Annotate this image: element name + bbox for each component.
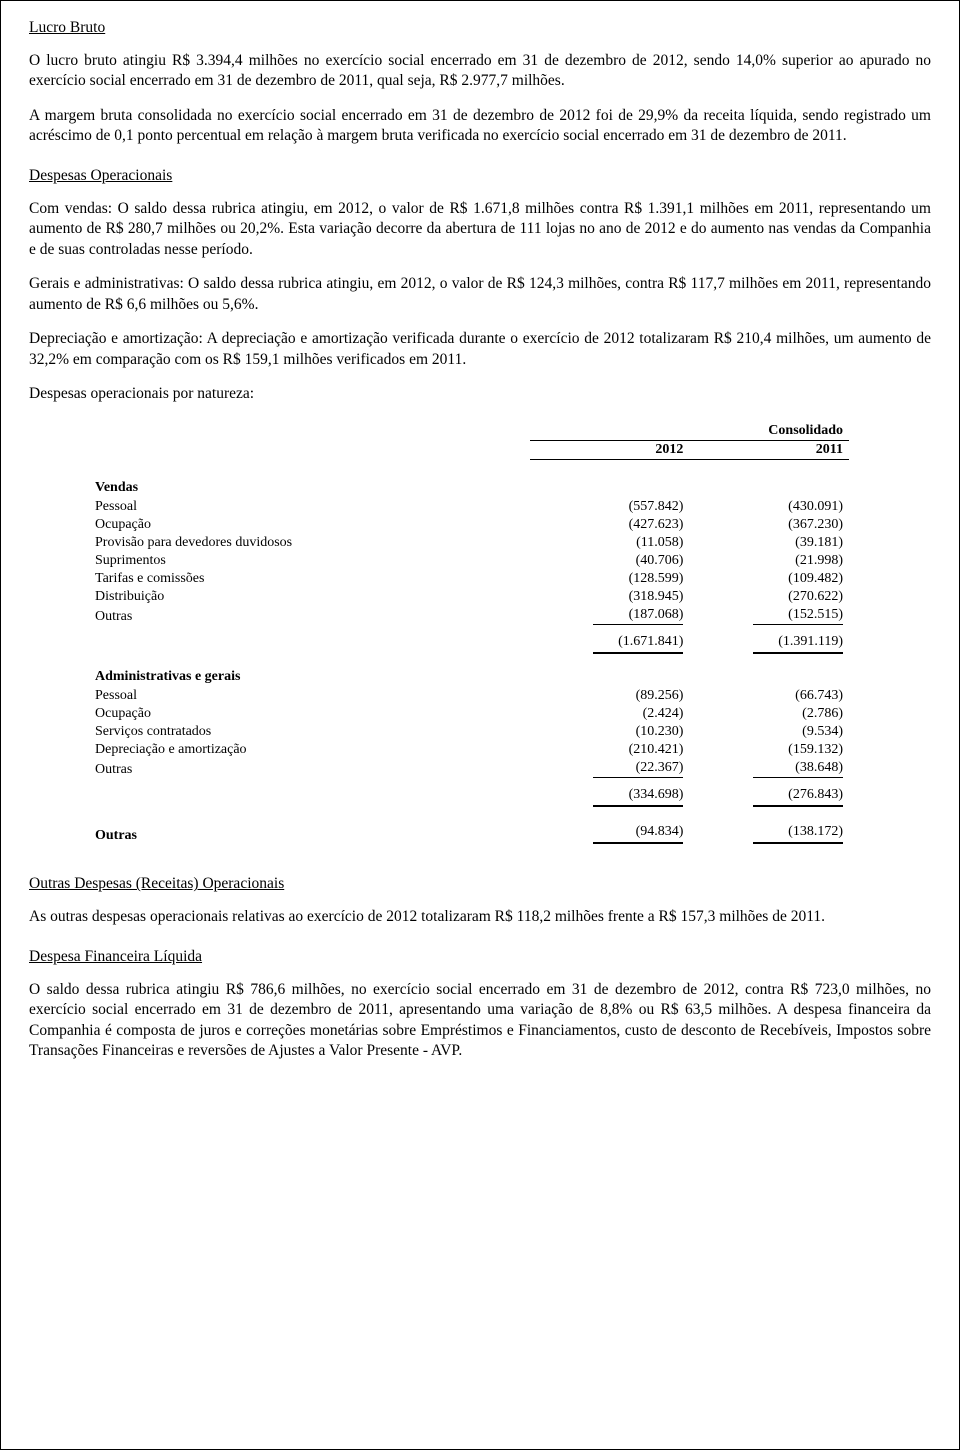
table-cell: (427.623) [530, 516, 690, 534]
table-cell: (11.058) [530, 534, 690, 552]
paragraph: Depreciação e amortização: A depreciação… [29, 329, 931, 370]
table-header-year: 2011 [689, 441, 849, 460]
paragraph: As outras despesas operacionais relativa… [29, 907, 931, 927]
paragraph: O saldo dessa rubrica atingiu R$ 786,6 m… [29, 980, 931, 1062]
table-row-label: Pessoal [89, 498, 530, 516]
table-cell: (9.534) [689, 723, 849, 741]
table-cell: (94.834) [593, 824, 683, 844]
table-cell: (128.599) [530, 570, 690, 588]
table-row-label: Ocupação [89, 516, 530, 534]
table-cell: (430.091) [689, 498, 849, 516]
table-header-year: 2012 [530, 441, 690, 460]
table-header-consolidado: Consolidado [530, 422, 849, 441]
table-row-label: Suprimentos [89, 552, 530, 570]
table-row-label: Outras [89, 759, 530, 779]
expenses-table: Consolidado 2012 2011 Vendas Pessoal(557… [89, 422, 849, 845]
table-cell: (10.230) [530, 723, 690, 741]
table-row-label: Depreciação e amortização [89, 741, 530, 759]
table-subtotal: (334.698) [593, 787, 683, 807]
table-subtotal: (1.391.119) [753, 634, 843, 654]
paragraph: O lucro bruto atingiu R$ 3.394,4 milhões… [29, 51, 931, 92]
table-cell: (557.842) [530, 498, 690, 516]
table-cell: (159.132) [689, 741, 849, 759]
table-cell: (38.648) [753, 760, 843, 778]
table-cell: (138.172) [753, 824, 843, 844]
paragraph: Despesas operacionais por natureza: [29, 384, 931, 404]
table-cell: (40.706) [530, 552, 690, 570]
table-cell: (39.181) [689, 534, 849, 552]
heading-despesa-financeira: Despesa Financeira Líquida [29, 948, 931, 966]
table-row-label: Provisão para devedores duvidosos [89, 534, 530, 552]
heading-despesas-operacionais: Despesas Operacionais [29, 167, 931, 185]
table-cell: (66.743) [689, 687, 849, 705]
paragraph: Com vendas: O saldo dessa rubrica atingi… [29, 199, 931, 260]
table-row-label: Pessoal [89, 687, 530, 705]
table-row-label: Ocupação [89, 705, 530, 723]
table-subtotal: (276.843) [753, 787, 843, 807]
table-section-admin: Administrativas e gerais [89, 655, 849, 687]
table-cell: (210.421) [530, 741, 690, 759]
table-cell: (367.230) [689, 516, 849, 534]
paragraph: Gerais e administrativas: O saldo dessa … [29, 274, 931, 315]
table-cell: (22.367) [593, 760, 683, 778]
table-row-label: Tarifas e comissões [89, 570, 530, 588]
table-cell: (109.482) [689, 570, 849, 588]
table-cell: (21.998) [689, 552, 849, 570]
table-cell: (187.068) [593, 607, 683, 625]
table-section-vendas: Vendas [89, 460, 849, 499]
heading-lucro-bruto: Lucro Bruto [29, 19, 931, 37]
table-cell: (2.786) [689, 705, 849, 723]
table-section-outras: Outras [89, 808, 530, 845]
table-subtotal: (1.671.841) [593, 634, 683, 654]
table-cell: (2.424) [530, 705, 690, 723]
table-cell: (89.256) [530, 687, 690, 705]
table-cell: (152.515) [753, 607, 843, 625]
table-row-label: Outras [89, 606, 530, 626]
paragraph: A margem bruta consolidada no exercício … [29, 106, 931, 147]
table-cell: (270.622) [689, 588, 849, 606]
table-cell: (318.945) [530, 588, 690, 606]
document-page: Lucro Bruto O lucro bruto atingiu R$ 3.3… [0, 0, 960, 1450]
table-row-label: Distribuição [89, 588, 530, 606]
heading-outras-despesas: Outras Despesas (Receitas) Operacionais [29, 875, 931, 893]
table-row-label: Serviços contratados [89, 723, 530, 741]
